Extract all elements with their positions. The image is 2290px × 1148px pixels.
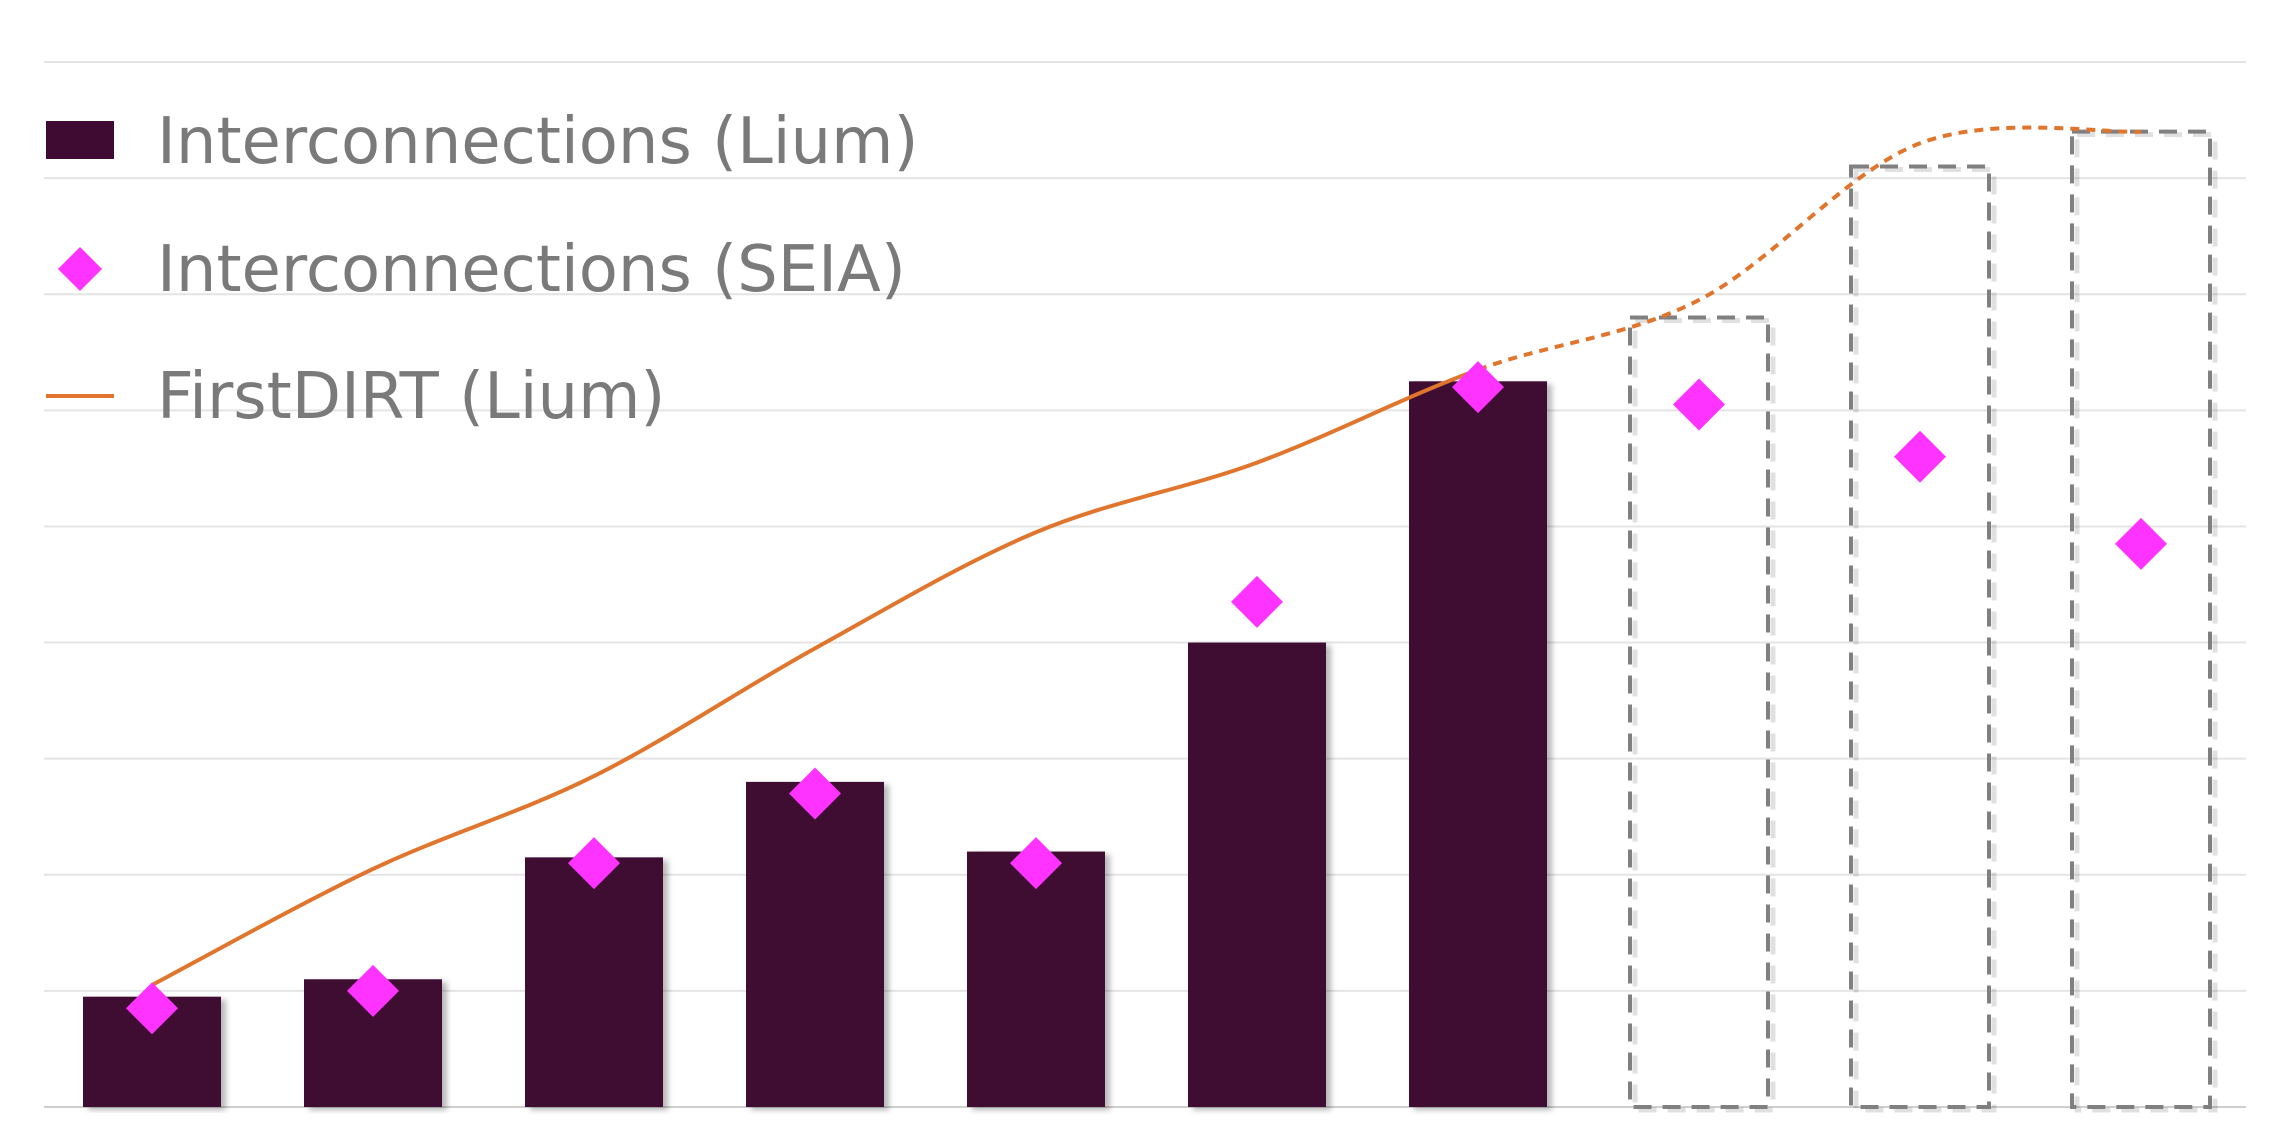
point xyxy=(1673,378,1725,431)
point xyxy=(1452,361,1504,414)
bar xyxy=(525,857,663,1107)
scatter-series xyxy=(126,361,2167,1035)
bars-series xyxy=(83,381,1547,1107)
point xyxy=(1010,837,1062,890)
line-dashed xyxy=(1477,125,2142,372)
point xyxy=(1894,430,1946,483)
projected-box-shadow xyxy=(2074,132,2218,1113)
line-solid xyxy=(151,367,1479,987)
projected-box xyxy=(1628,315,1770,1109)
legend-item-diamond: Interconnections (SEIA) xyxy=(58,233,906,307)
projected-box-shadow xyxy=(1632,317,1776,1113)
legend-label-line: FirstDIRT (Lium) xyxy=(157,360,665,434)
legend-swatch-diamond xyxy=(58,247,102,291)
point xyxy=(126,982,178,1035)
point xyxy=(568,837,620,890)
projected-box-shadow xyxy=(1853,167,1997,1113)
point xyxy=(347,964,399,1017)
line-series xyxy=(151,125,2142,987)
projected-boxes xyxy=(1628,129,2218,1113)
bar xyxy=(967,851,1105,1107)
legend-swatch-bar xyxy=(46,121,114,159)
bar xyxy=(1188,642,1326,1107)
bar xyxy=(746,781,884,1107)
legend-label-diamond: Interconnections (SEIA) xyxy=(157,233,906,307)
bar xyxy=(1409,381,1547,1107)
projected-box xyxy=(1849,164,1991,1109)
legend-label-bar: Interconnections (Lium) xyxy=(157,105,918,179)
point xyxy=(1231,575,1283,628)
legend: Interconnections (Lium) Interconnections… xyxy=(46,105,918,434)
point xyxy=(789,767,841,820)
legend-item-bar: Interconnections (Lium) xyxy=(46,105,918,179)
gridlines xyxy=(44,61,2246,1108)
point xyxy=(2115,517,2167,570)
projected-box xyxy=(2070,129,2212,1109)
legend-item-line: FirstDIRT (Lium) xyxy=(46,360,665,434)
